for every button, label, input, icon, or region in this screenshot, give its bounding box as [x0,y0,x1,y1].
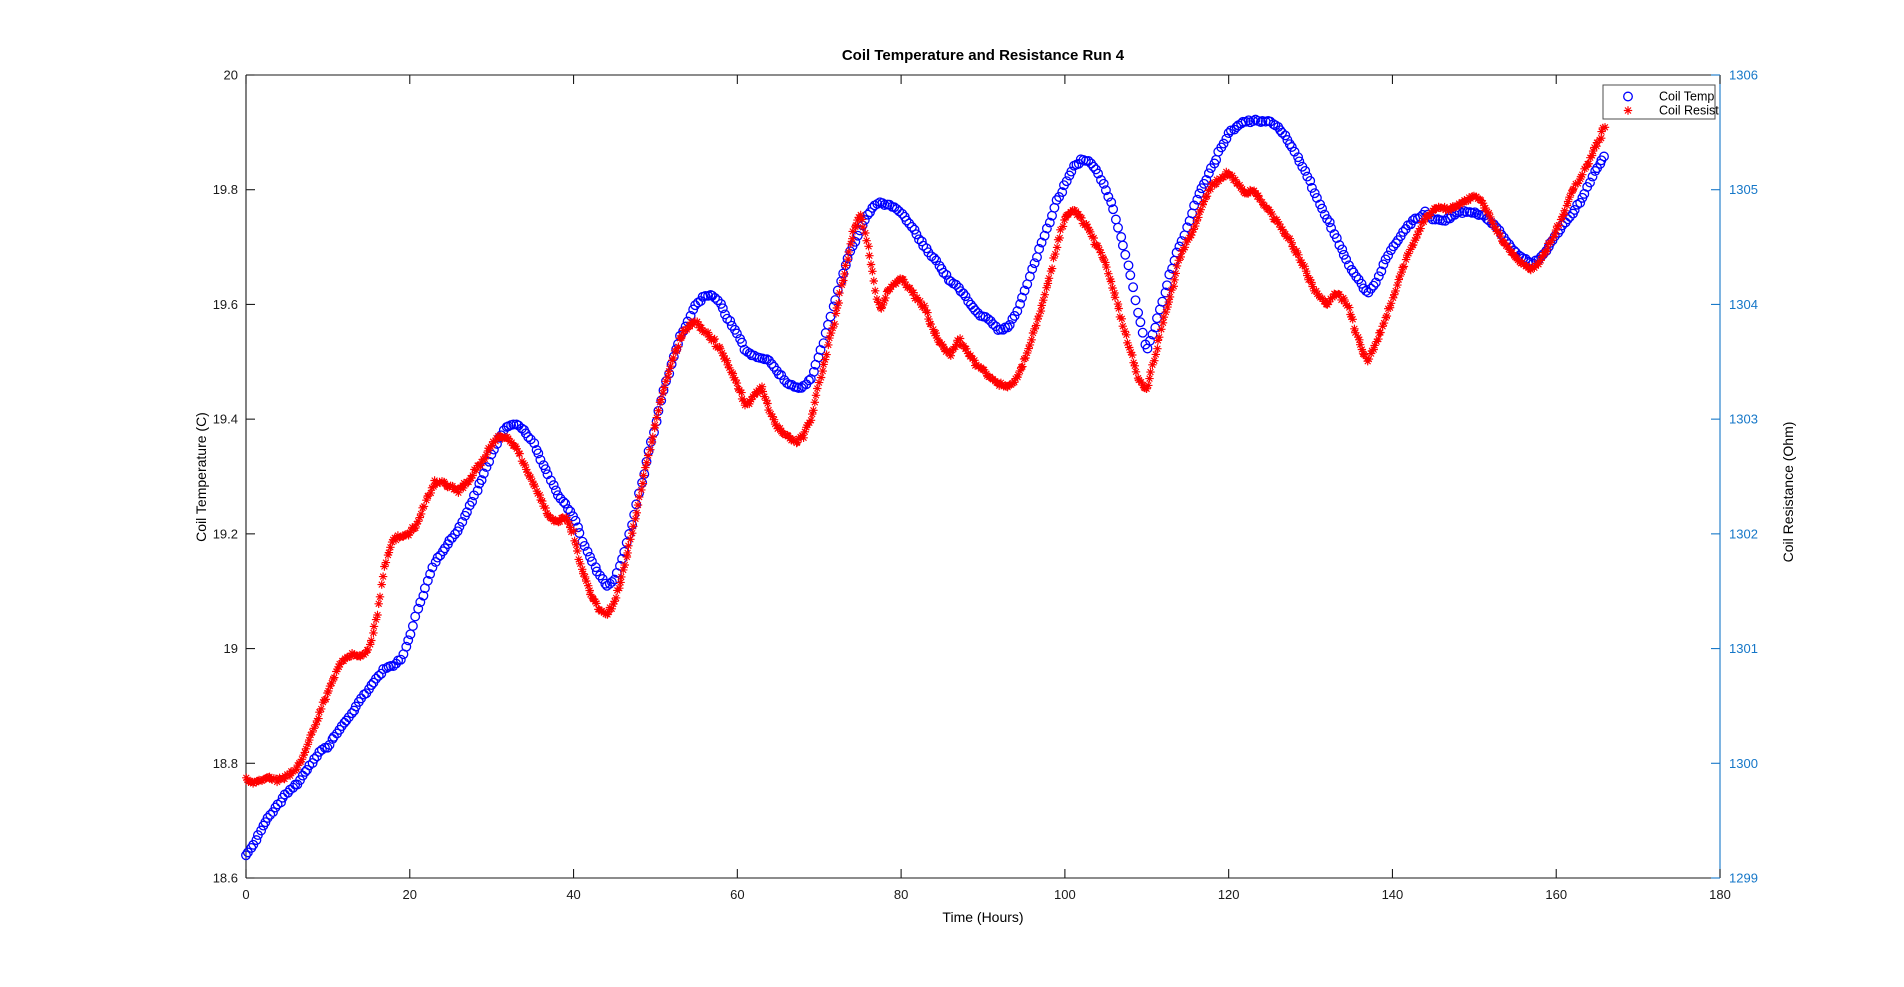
x-tick-label: 60 [730,887,744,902]
plot-box [245,74,1721,879]
right-y-tick-label: 1304 [1729,297,1758,312]
legend-border [1602,84,1716,120]
x-axis-label: Time (Hours) [942,909,1023,925]
legend-item-coil-resist: Coil Resist [1659,104,1719,118]
x-tick-label: 100 [1054,887,1076,902]
legend-circle-icon [1623,91,1633,102]
right-y-tick-label: 1302 [1729,526,1758,541]
plot-data [241,114,1610,861]
x-tick-label: 160 [1545,887,1567,902]
left-y-tick-label: 20 [224,68,238,83]
x-tick-label: 120 [1218,887,1240,902]
chart-title: Coil Temperature and Resistance Run 4 [842,47,1125,64]
axis-ticks: 0 20 40 60 80 100 120 140 160 180 18.6 18.8 19 19.2 19… [213,68,1758,903]
x-tick-label: 80 [894,887,908,902]
right-y-tick-label: 1303 [1729,412,1758,427]
right-y-tick-label: 1300 [1729,756,1758,771]
right-y-tick-label: 1306 [1729,68,1758,83]
left-y-tick-label: 19.2 [213,526,238,541]
right-y-tick-label: 1301 [1729,641,1758,656]
left-y-tick-label: 18.6 [213,871,238,886]
left-y-tick-label: 19.8 [213,182,238,197]
x-tick-label: 140 [1382,887,1404,902]
x-tick-label: 20 [403,887,417,902]
right-y-tick-label: 1305 [1729,182,1758,197]
x-tick-label: 40 [566,887,580,902]
left-y-tick-label: 18.8 [213,756,238,771]
left-y-tick-label: 19.4 [213,412,238,427]
right-y-tick-label: 1299 [1729,871,1758,886]
coil-resist-series [242,123,1610,788]
x-tick-label: 0 [242,887,249,902]
left-y-tick-label: 19 [224,641,238,656]
x-tick-label: 180 [1709,887,1731,902]
right-y-axis-label: Coil Resistance (Ohm) [1780,422,1796,563]
legend-item-coil-temp: Coil Temp [1659,90,1714,104]
legend-box: Coil Temp Coil Resist [1602,84,1719,120]
left-y-tick-label: 19.6 [213,297,238,312]
left-y-axis-label: Coil Temperature (C) [193,412,209,542]
coil-temp-series [241,114,1609,861]
legend-asterisk-icon [1623,106,1633,115]
